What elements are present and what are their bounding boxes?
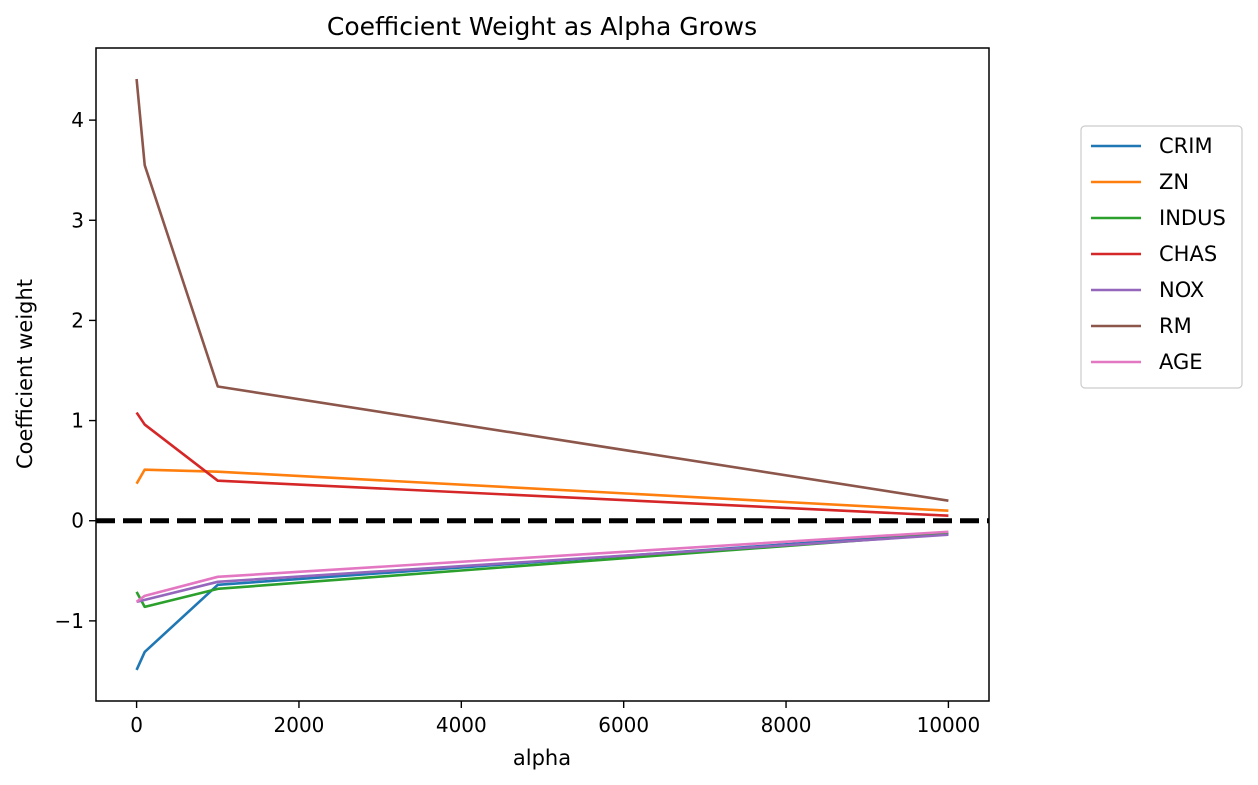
series-line-indus <box>135 532 949 609</box>
chart-title: Coefficient Weight as Alpha Grows <box>327 12 757 41</box>
x-tick-label: 2000 <box>274 713 325 737</box>
legend-label-rm: RM <box>1159 314 1192 338</box>
legend-label-chas: CHAS <box>1159 242 1217 266</box>
axes: 0 2000 4000 6000 8000 10000 −1 0 1 2 3 4 <box>55 47 990 737</box>
y-tick-label: 3 <box>71 208 84 232</box>
y-tick-label: 2 <box>71 308 84 332</box>
series-line-rm <box>135 78 949 502</box>
x-tick-label: 6000 <box>598 713 649 737</box>
legend-label-crim: CRIM <box>1159 134 1213 158</box>
y-axis-label: Coefficient weight <box>13 279 37 469</box>
plot-area <box>96 78 989 671</box>
legend-label-zn: ZN <box>1159 170 1189 194</box>
x-tick-label: 4000 <box>436 713 487 737</box>
x-tick-label: 8000 <box>761 713 812 737</box>
y-tick-label: −1 <box>55 609 84 633</box>
series-line-crim <box>135 531 949 671</box>
legend-label-indus: INDUS <box>1159 206 1226 230</box>
legend-label-age: AGE <box>1159 350 1203 374</box>
series-line-chas <box>135 411 949 518</box>
legend: CRIM ZN INDUS CHAS NOX RM AGE <box>1080 125 1243 389</box>
x-tick-label: 0 <box>130 713 143 737</box>
y-tick-label: 1 <box>71 409 84 433</box>
legend-label-nox: NOX <box>1159 278 1204 302</box>
y-tick-label: 4 <box>71 108 84 132</box>
x-tick-label: 10000 <box>917 713 981 737</box>
series-line-zn <box>135 468 949 513</box>
series-line-age <box>135 530 949 603</box>
series-line-nox <box>136 533 949 604</box>
legend-box <box>1080 125 1243 389</box>
plot-frame <box>95 47 990 702</box>
y-tick-label: 0 <box>71 509 84 533</box>
x-axis-label: alpha <box>513 746 571 770</box>
